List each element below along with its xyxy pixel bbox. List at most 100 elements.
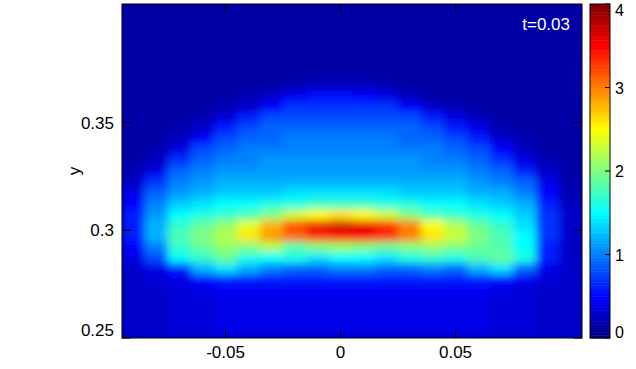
heat-cell <box>513 316 537 327</box>
heat-cell <box>122 133 146 144</box>
heat-cell <box>168 90 192 101</box>
heat-cell <box>421 187 445 198</box>
heat-cell <box>444 306 468 317</box>
heat-cell <box>421 198 445 209</box>
heat-cell <box>559 4 582 15</box>
heat-cell <box>352 295 376 306</box>
heat-cell <box>122 36 146 47</box>
x-tick-label: 0 <box>336 343 345 362</box>
heat-cell <box>513 187 537 198</box>
heat-cell <box>490 155 514 166</box>
heat-cell <box>168 166 192 177</box>
heat-cell <box>536 263 560 274</box>
heat-cell <box>237 241 261 252</box>
heat-cell <box>398 58 422 69</box>
heat-cell <box>444 47 468 58</box>
heat-cell <box>283 241 307 252</box>
heat-cell <box>168 123 192 134</box>
heat-cell <box>168 306 192 317</box>
heat-cell <box>306 166 330 177</box>
heat-cell <box>329 155 353 166</box>
heat-cell <box>559 327 582 338</box>
heat-cell <box>398 263 422 274</box>
x-tick-label: 0.05 <box>439 343 472 362</box>
heat-cell <box>306 241 330 252</box>
heat-cell <box>260 144 284 155</box>
heat-cell <box>467 187 491 198</box>
heat-cell <box>306 252 330 263</box>
heat-cell <box>122 123 146 134</box>
heat-cell <box>237 306 261 317</box>
heat-cell <box>444 4 468 15</box>
heat-cell <box>398 79 422 90</box>
heat-cell <box>536 58 560 69</box>
heat-cell <box>306 15 330 26</box>
heat-cell <box>352 4 376 15</box>
heat-cell <box>536 252 560 263</box>
heat-cell <box>168 284 192 295</box>
heat-cell <box>421 47 445 58</box>
heat-cell <box>329 26 353 37</box>
heat-cell <box>122 252 146 263</box>
heat-cell <box>237 295 261 306</box>
heat-cell <box>145 58 169 69</box>
heat-cell <box>352 58 376 69</box>
heat-cell <box>306 47 330 58</box>
heat-cell <box>168 47 192 58</box>
heat-cell <box>375 144 399 155</box>
heat-cell <box>145 295 169 306</box>
heat-cell <box>122 284 146 295</box>
heat-cell <box>145 230 169 241</box>
heat-cell <box>237 166 261 177</box>
colorbar-tick-label: 4 <box>615 2 624 19</box>
heat-cell <box>329 90 353 101</box>
colorbar-tick-label: 1 <box>615 247 624 264</box>
heat-cell <box>191 316 215 327</box>
heat-cell <box>421 101 445 112</box>
heat-cell <box>559 69 582 80</box>
x-tick-top <box>225 4 226 13</box>
heat-cell <box>513 101 537 112</box>
heat-cell <box>559 47 582 58</box>
heat-cell <box>375 133 399 144</box>
heat-cell <box>398 101 422 112</box>
heat-cell <box>467 230 491 241</box>
heat-cell <box>168 144 192 155</box>
heat-cell <box>237 123 261 134</box>
heat-cell <box>421 112 445 123</box>
heat-cell <box>559 123 582 134</box>
heat-cell <box>214 90 238 101</box>
heat-cell <box>467 26 491 37</box>
heat-cell <box>214 230 238 241</box>
heat-cell <box>467 284 491 295</box>
heat-cell <box>122 26 146 37</box>
heat-cell <box>168 219 192 230</box>
heat-cell <box>260 176 284 187</box>
heat-cell <box>329 123 353 134</box>
heat-cell <box>444 284 468 295</box>
heat-cell <box>513 209 537 220</box>
heat-cell <box>122 166 146 177</box>
heat-cell <box>329 176 353 187</box>
heat-cell <box>260 47 284 58</box>
heat-cell <box>513 176 537 187</box>
heat-cell <box>467 112 491 123</box>
heat-cell <box>467 209 491 220</box>
heat-cell <box>237 187 261 198</box>
heat-cell <box>490 209 514 220</box>
heat-cell <box>237 101 261 112</box>
heat-cell <box>467 327 491 338</box>
heat-cell <box>513 144 537 155</box>
heat-cell <box>490 26 514 37</box>
heat-cell <box>214 327 238 338</box>
heat-cell <box>260 79 284 90</box>
heat-cell <box>122 230 146 241</box>
heat-cell <box>559 263 582 274</box>
heat-cell <box>398 316 422 327</box>
heat-cell <box>329 198 353 209</box>
heat-cell <box>122 219 146 230</box>
heat-cell <box>168 209 192 220</box>
heat-cell <box>375 316 399 327</box>
heat-cell <box>237 47 261 58</box>
colorbar-tick <box>605 338 610 339</box>
